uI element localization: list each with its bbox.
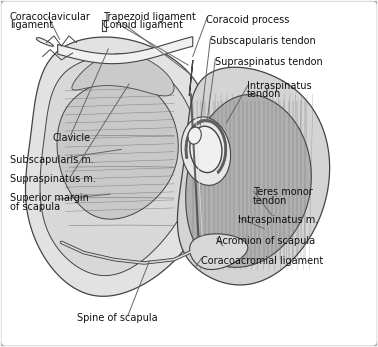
Ellipse shape bbox=[190, 126, 222, 172]
Polygon shape bbox=[72, 53, 174, 96]
Polygon shape bbox=[186, 95, 311, 267]
Text: tendon: tendon bbox=[253, 196, 287, 206]
Text: of scapula: of scapula bbox=[10, 202, 60, 212]
Text: Coracoid process: Coracoid process bbox=[206, 15, 289, 25]
Text: Coracoclavicular: Coracoclavicular bbox=[10, 12, 90, 22]
Text: ligament: ligament bbox=[10, 20, 53, 30]
Polygon shape bbox=[57, 81, 178, 219]
Polygon shape bbox=[40, 56, 199, 276]
Text: Spine of scapula: Spine of scapula bbox=[77, 313, 157, 323]
Text: Superior margin: Superior margin bbox=[10, 194, 88, 203]
Ellipse shape bbox=[188, 127, 201, 144]
Polygon shape bbox=[25, 37, 213, 296]
Text: Conoid ligament: Conoid ligament bbox=[104, 20, 183, 30]
Text: Trapezoid ligament: Trapezoid ligament bbox=[104, 12, 196, 22]
Text: Intraspinatus m.: Intraspinatus m. bbox=[238, 215, 318, 226]
Text: Supraspinatus tendon: Supraspinatus tendon bbox=[215, 57, 322, 67]
Text: Subscapularis tendon: Subscapularis tendon bbox=[210, 36, 315, 46]
Polygon shape bbox=[36, 38, 54, 46]
Text: Supraspinatus m.: Supraspinatus m. bbox=[10, 174, 96, 184]
Text: Coracoacromial ligament: Coracoacromial ligament bbox=[201, 256, 323, 266]
Text: Subscapularis m.: Subscapularis m. bbox=[10, 154, 93, 164]
Polygon shape bbox=[190, 234, 248, 270]
Text: Acromion of scapula: Acromion of scapula bbox=[216, 236, 315, 246]
Text: Teres monor: Teres monor bbox=[253, 187, 313, 197]
Polygon shape bbox=[177, 67, 330, 285]
Polygon shape bbox=[189, 60, 193, 96]
Polygon shape bbox=[58, 37, 193, 64]
Ellipse shape bbox=[181, 117, 231, 185]
Text: Clavicle: Clavicle bbox=[52, 133, 90, 143]
Text: Intraspinatus: Intraspinatus bbox=[247, 81, 312, 91]
Text: tendon: tendon bbox=[247, 89, 282, 99]
